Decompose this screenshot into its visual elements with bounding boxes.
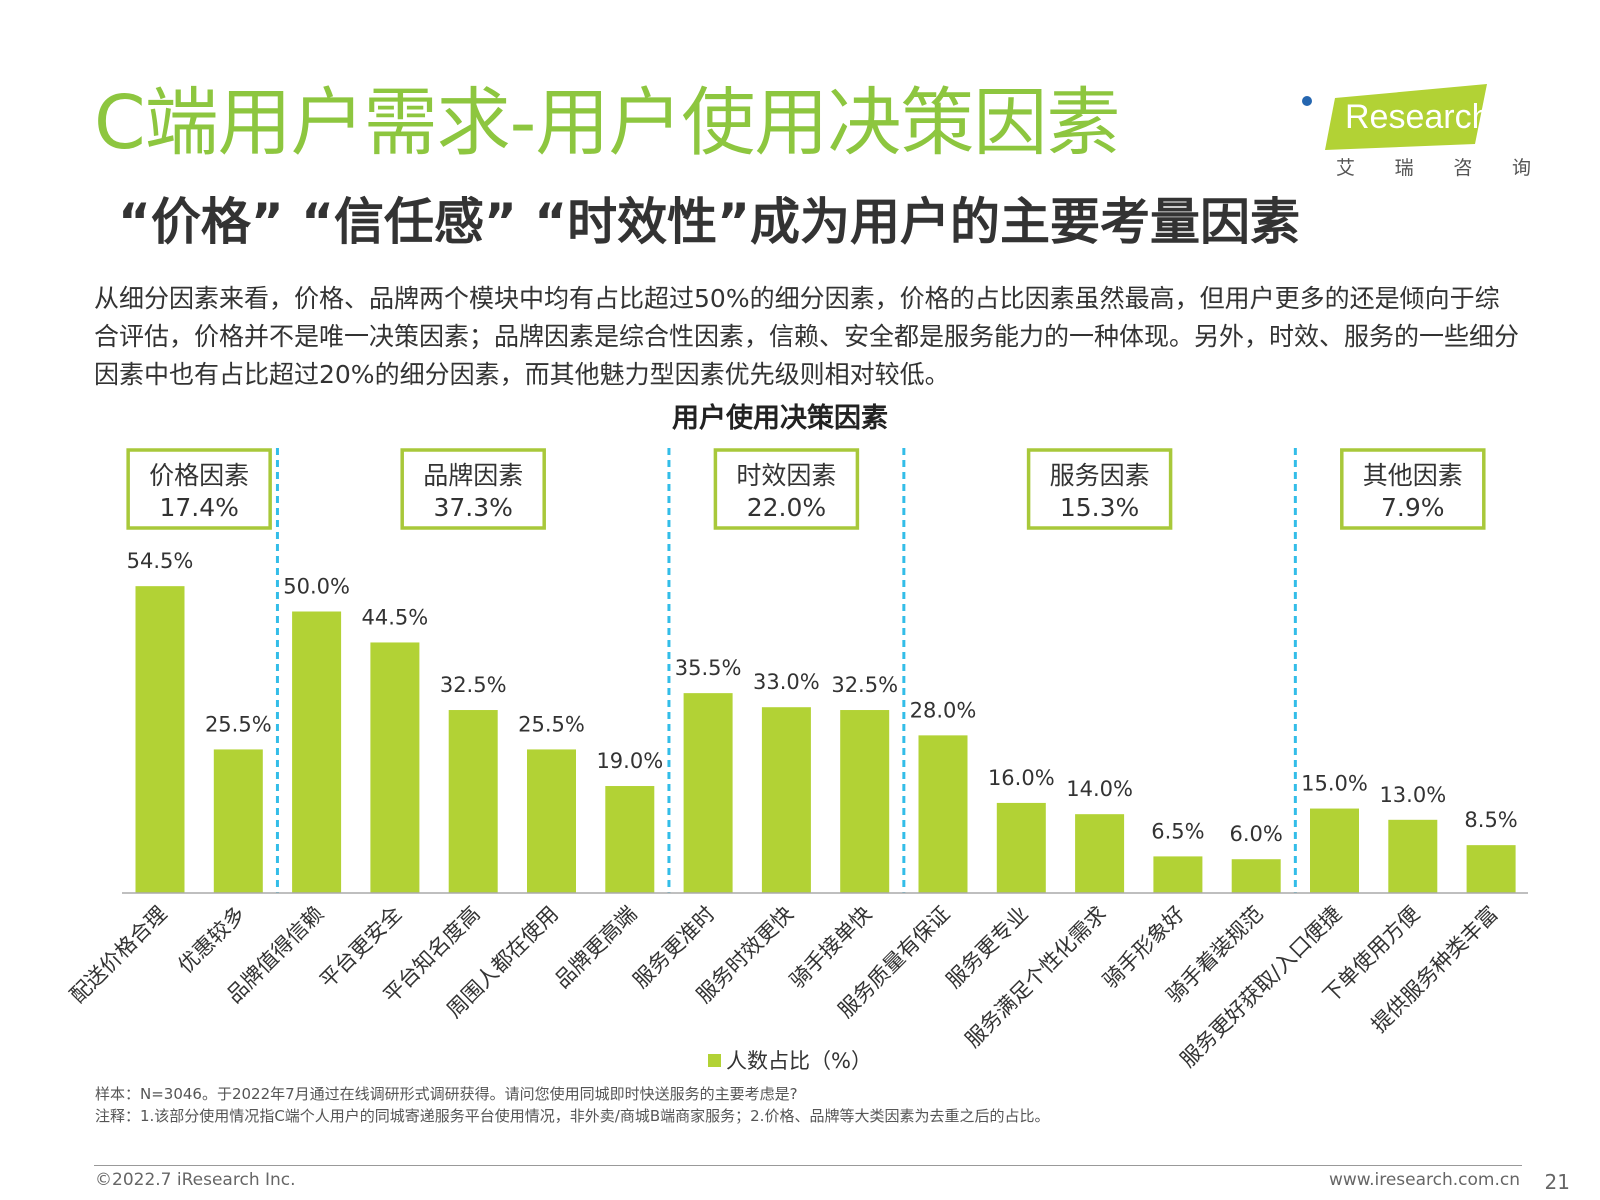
bar-value-label: 44.5% <box>362 605 429 629</box>
logo-cn-char: 咨 <box>1453 157 1473 179</box>
bar-value-label: 50.0% <box>283 575 350 599</box>
bar <box>605 786 655 893</box>
chart-title: 用户使用决策因素 <box>672 402 888 434</box>
page-subtitle: “价格” “信任感” “时效性”成为用户的主要考量因素 <box>118 193 1300 251</box>
group-box: 其他因素 7.9% <box>1340 448 1486 530</box>
decision-factor-bar-chart: 用户使用决策因素 价格因素 17.4% 品牌因素 37.3% 时效因素 22.0% 服务因素… <box>65 402 1528 1073</box>
bar <box>1231 859 1281 893</box>
bar-value-label: 6.5% <box>1151 819 1204 843</box>
bar <box>1075 814 1125 893</box>
bar-value-label: 14.0% <box>1066 777 1133 801</box>
bar-value-label: 54.5% <box>127 549 194 573</box>
iresearch-logo: Research <box>1325 84 1491 150</box>
x-tick-label: 配送价格合理 <box>65 902 171 1008</box>
sample-note: 样本：N=3046。于2022年7月通过在线调研形式调研获得。请问您使用同城即时… <box>95 1085 798 1103</box>
bar <box>996 802 1046 893</box>
logo-i-mark <box>1302 96 1312 136</box>
logo-cn-char: 艾 <box>1336 157 1356 179</box>
bar <box>1310 808 1359 893</box>
website-link[interactable]: www.iresearch.com.cn <box>1328 1170 1520 1190</box>
bar <box>840 710 890 893</box>
group-box: 时效因素 22.0% <box>713 448 860 530</box>
group-share: 17.4% <box>159 493 238 522</box>
footer-divider <box>94 1165 1522 1166</box>
logo-text: Research <box>1345 98 1491 136</box>
x-tick-label: 品牌更高端 <box>550 902 641 993</box>
bar-value-label: 35.5% <box>675 656 742 680</box>
group-box-frame <box>126 448 272 530</box>
bar-value-label: 33.0% <box>753 670 820 694</box>
bar-value-label: 25.5% <box>205 712 272 736</box>
bar-value-label: 28.0% <box>910 698 977 722</box>
bar <box>1388 819 1438 893</box>
bar <box>135 586 185 893</box>
group-share: 7.9% <box>1381 493 1445 522</box>
bar-value-label: 32.5% <box>831 673 898 697</box>
bar-value-label: 15.0% <box>1301 772 1368 796</box>
group-box-frame <box>1026 448 1173 530</box>
bar-value-label: 19.0% <box>596 749 663 773</box>
bar <box>213 749 263 893</box>
logo-cn-char: 瑞 <box>1394 157 1414 179</box>
group-box-frame <box>1340 448 1486 530</box>
group-box: 品牌因素 37.3% <box>400 448 546 530</box>
bar <box>527 749 576 893</box>
group-box-frame <box>400 448 546 530</box>
bar <box>292 611 342 893</box>
bar-value-label: 13.0% <box>1379 783 1446 807</box>
bar-value-label: 16.0% <box>988 766 1055 790</box>
bar <box>918 735 968 893</box>
group-share: 15.3% <box>1060 493 1139 522</box>
group-box: 服务因素 15.3% <box>1026 448 1173 530</box>
group-name: 服务因素 <box>1050 461 1150 490</box>
bar <box>761 707 811 893</box>
bar <box>448 710 498 893</box>
copyright: ©2022.7 iResearch Inc. <box>95 1170 296 1190</box>
group-box: 价格因素 17.4% <box>126 448 272 530</box>
group-name: 时效因素 <box>736 461 836 490</box>
group-name: 价格因素 <box>149 461 249 490</box>
legend: 人数占比（%） <box>708 1049 872 1073</box>
logo-cn-char: 询 <box>1511 157 1531 179</box>
bar <box>370 642 420 893</box>
bar <box>683 693 733 893</box>
x-tick-label: 优惠较多 <box>173 902 249 978</box>
page-title: C端用户需求-用户使用决策因素 <box>94 80 1120 166</box>
bar-value-label: 8.5% <box>1464 808 1517 832</box>
annotation-note: 注释：1.该部分使用情况指C端个人用户的同城寄递服务平台使用情况，非外卖/商城B… <box>95 1107 1050 1125</box>
bar <box>1466 845 1516 893</box>
summary-paragraph: 从细分因素来看，价格、品牌两个模块中均有占比超过50%的细分因素，价格的占比因素… <box>94 284 1520 389</box>
legend-label: 人数占比（%） <box>726 1049 872 1073</box>
page-number: 21 <box>1544 1170 1570 1194</box>
legend-swatch <box>708 1054 721 1067</box>
bar-value-label: 25.5% <box>518 712 585 736</box>
bar-value-label: 6.0% <box>1230 822 1283 846</box>
group-box-frame <box>713 448 860 530</box>
group-name: 品牌因素 <box>423 461 523 490</box>
group-share: 22.0% <box>747 493 826 522</box>
group-name: 其他因素 <box>1363 461 1463 490</box>
group-share: 37.3% <box>433 493 512 522</box>
logo-cn-text: 艾 瑞 咨 询 <box>1336 153 1531 180</box>
bar <box>1153 856 1203 893</box>
bar-value-label: 32.5% <box>440 673 507 697</box>
x-tick-label: 服务更好获取/入口便捷 <box>1176 902 1346 1072</box>
x-tick-label: 服务满足个性化需求 <box>961 902 1112 1053</box>
